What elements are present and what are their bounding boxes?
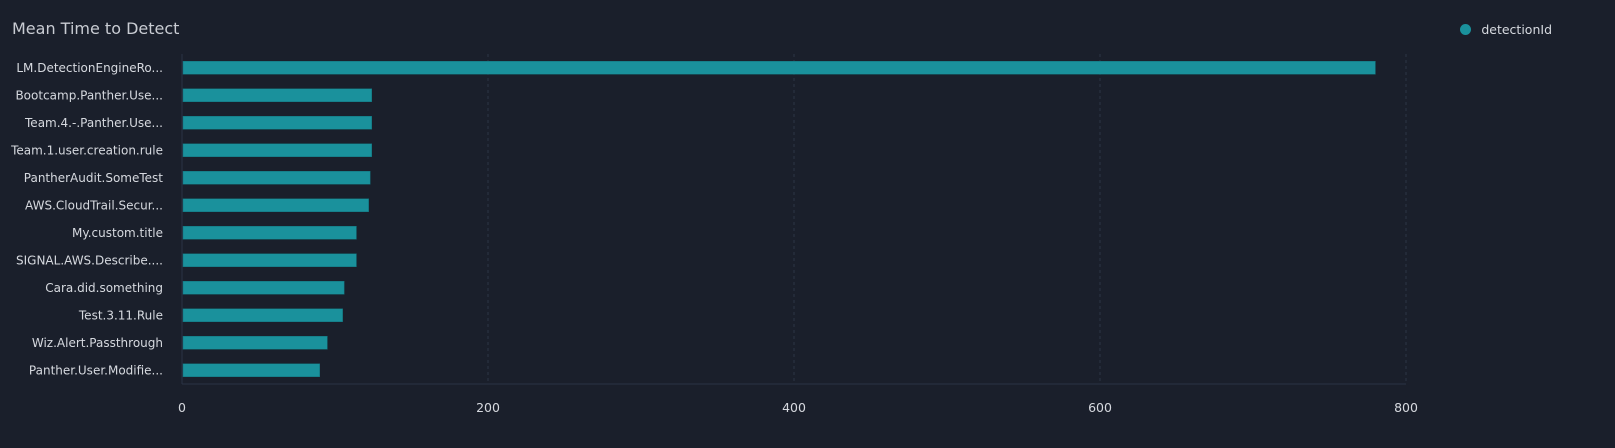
y-category-label: Test.3.11.Rule <box>78 308 163 322</box>
y-category-label: My.custom.title <box>72 226 163 240</box>
legend-label: detectionId <box>1481 22 1552 37</box>
y-category-label: Panther.User.Modifie... <box>29 363 163 377</box>
bar <box>182 143 372 157</box>
legend[interactable]: detectionId <box>1460 22 1552 37</box>
y-category-label: LM.DetectionEngineRo... <box>16 61 163 75</box>
chart-title: Mean Time to Detect <box>12 19 180 38</box>
x-tick-label: 400 <box>782 400 806 415</box>
y-category-label: Bootcamp.Panther.Use... <box>15 88 163 102</box>
y-category-label: Cara.did.something <box>45 281 163 295</box>
y-category-label: Team.4.-.Panther.Use... <box>24 116 163 130</box>
bar <box>182 226 357 240</box>
y-category-label: PantherAudit.SomeTest <box>24 171 164 185</box>
bar <box>182 281 345 295</box>
bar <box>182 253 357 267</box>
x-tick-label: 200 <box>476 400 500 415</box>
x-tick-label: 800 <box>1394 400 1418 415</box>
bar <box>182 61 1376 75</box>
x-tick-label: 600 <box>1088 400 1112 415</box>
bar <box>182 308 343 322</box>
y-category-label: SIGNAL.AWS.Describe.... <box>16 253 163 267</box>
bar <box>182 171 371 185</box>
bar <box>182 116 372 130</box>
bar <box>182 336 328 350</box>
bar <box>182 88 372 102</box>
legend-swatch-icon <box>1460 24 1472 35</box>
x-tick-label: 0 <box>178 400 186 415</box>
bar <box>182 198 369 212</box>
y-category-label: Wiz.Alert.Passthrough <box>32 336 163 350</box>
bar <box>182 363 320 377</box>
y-category-label: Team.1.user.creation.rule <box>10 143 163 157</box>
y-category-label: AWS.CloudTrail.Secur... <box>25 198 163 212</box>
